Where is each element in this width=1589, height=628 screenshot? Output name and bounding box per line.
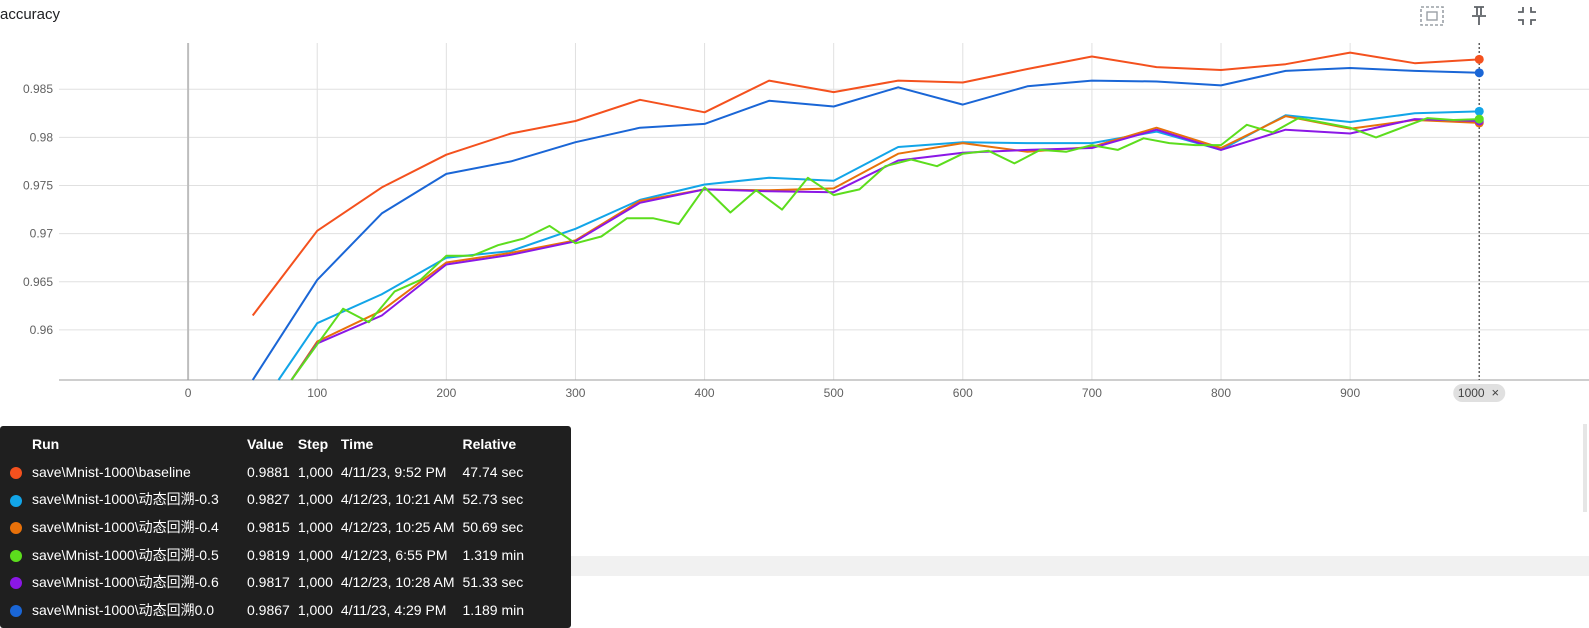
collapse-icon[interactable] [1514, 4, 1540, 28]
run-name: save\Mnist-1000\动态回溯-0.4 [32, 518, 219, 535]
run-relative: 1.189 min [462, 601, 524, 618]
x-tick-label: 0 [185, 386, 192, 400]
x-tick-label: 400 [695, 386, 715, 400]
series-line [290, 118, 1480, 381]
run-name: save\Mnist-1000\动态回溯-0.5 [32, 546, 219, 563]
run-relative: 51.33 sec [462, 574, 524, 591]
run-time: 4/12/23, 10:25 AM [340, 518, 455, 535]
hover-tooltip: Run Value Step Time Relative save\Mnist-… [0, 426, 571, 628]
run-relative: 47.74 sec [462, 463, 524, 480]
run-step: 1,000 [297, 601, 333, 618]
run-value: 0.9819 [247, 546, 290, 563]
x-tick-label: 600 [953, 386, 973, 400]
y-tick-label: 0.98 [30, 130, 54, 144]
step-column-header: Step [297, 436, 329, 452]
plot-area [59, 43, 1589, 380]
run-name: save\Mnist-1000\baseline [32, 463, 191, 480]
x-tick-label: 500 [824, 386, 844, 400]
run-column-header: Run [32, 436, 60, 452]
time-column-header: Time [340, 436, 374, 452]
run-relative: 1.319 min [462, 546, 524, 563]
run-color-dot [10, 494, 22, 507]
run-color-dot [10, 549, 22, 562]
run-value: 0.9867 [247, 601, 290, 618]
run-relative: 50.69 sec [462, 518, 524, 535]
y-tick-label: 0.975 [23, 179, 53, 193]
run-step: 1,000 [297, 463, 333, 480]
run-value: 0.9827 [247, 491, 290, 508]
run-time: 4/11/23, 9:52 PM [340, 463, 447, 480]
run-step: 1,000 [297, 546, 333, 563]
relative-column-header: Relative [462, 436, 517, 452]
chart-title: accuracy [0, 6, 61, 23]
scrollbar[interactable] [1583, 424, 1587, 512]
tooltip-header-row: Run Value Step Time Relative [6, 430, 528, 458]
series-line [251, 67, 1480, 381]
x-tick-label: 100 [307, 386, 327, 400]
run-step: 1,000 [297, 518, 333, 535]
tooltip-row: save\Mnist-1000\动态回溯-0.5 0.9819 1,000 4/12/… [6, 541, 528, 569]
run-name: save\Mnist-1000\动态回溯0.0 [32, 601, 215, 618]
value-column-header: Value [247, 436, 284, 452]
series-endpoint-dot [1474, 68, 1484, 78]
y-tick-label: 0.96 [30, 323, 54, 337]
series-endpoint-dot [1474, 114, 1484, 124]
x-tick-label: 200 [436, 386, 456, 400]
cursor-step-label: 1000 [1458, 386, 1485, 400]
series-line [251, 51, 1480, 317]
x-tick-label: 700 [1082, 386, 1102, 400]
run-value: 0.9881 [247, 463, 290, 480]
run-time: 4/11/23, 4:29 PM [340, 601, 447, 618]
run-value: 0.9815 [247, 518, 290, 535]
series-endpoint-dot [1474, 106, 1484, 116]
accuracy-line-chart[interactable]: 0.96 0.965 0.97 0.975 0.98 0.985 0 100 200 300 400… [0, 0, 1589, 420]
run-color-dot [10, 522, 22, 535]
run-step: 1,000 [297, 574, 333, 591]
run-time: 4/12/23, 10:28 AM [340, 574, 455, 591]
y-tick-label: 0.965 [23, 275, 53, 289]
close-icon[interactable]: × [1491, 385, 1499, 400]
run-relative: 52.73 sec [462, 491, 524, 508]
run-time: 4/12/23, 10:21 AM [340, 491, 455, 508]
x-tick-label: 900 [1340, 386, 1360, 400]
run-value: 0.9817 [247, 574, 290, 591]
x-tick-label: 300 [565, 386, 585, 400]
run-color-dot [10, 605, 22, 618]
x-tick-label: 800 [1211, 386, 1231, 400]
run-color-dot [10, 467, 22, 480]
series-endpoint-dot [1474, 54, 1484, 64]
run-time: 4/12/23, 6:55 PM [340, 546, 448, 563]
y-tick-label: 0.985 [23, 82, 53, 96]
tooltip-row: save\Mnist-1000\动态回溯0.0 0.9867 1,000 4/11/2… [6, 596, 528, 624]
tooltip-table: Run Value Step Time Relative save\Mnist-… [6, 430, 528, 624]
series-line [290, 115, 1480, 381]
tooltip-row: save\Mnist-1000\动态回溯-0.6 0.9817 1,000 4/12/… [6, 568, 528, 596]
run-color-dot [10, 577, 22, 590]
run-name: save\Mnist-1000\动态回溯-0.6 [32, 574, 219, 591]
series-line [290, 117, 1480, 381]
cursor-step-chip[interactable] [1453, 384, 1506, 402]
tooltip-row: save\Mnist-1000\动态回溯-0.3 0.9827 1,000 4/12/… [6, 486, 528, 514]
tooltip-row: save\Mnist-1000\baseline 0.9881 1,000 4/11/… [6, 458, 528, 486]
fit-to-data-icon[interactable] [1419, 4, 1445, 28]
tooltip-row: save\Mnist-1000\动态回溯-0.4 0.9815 1,000 4/12/… [6, 513, 528, 541]
pin-icon[interactable] [1466, 4, 1492, 28]
run-step: 1,000 [297, 491, 333, 508]
run-name: save\Mnist-1000\动态回溯-0.3 [32, 491, 219, 508]
y-tick-label: 0.97 [30, 227, 54, 241]
